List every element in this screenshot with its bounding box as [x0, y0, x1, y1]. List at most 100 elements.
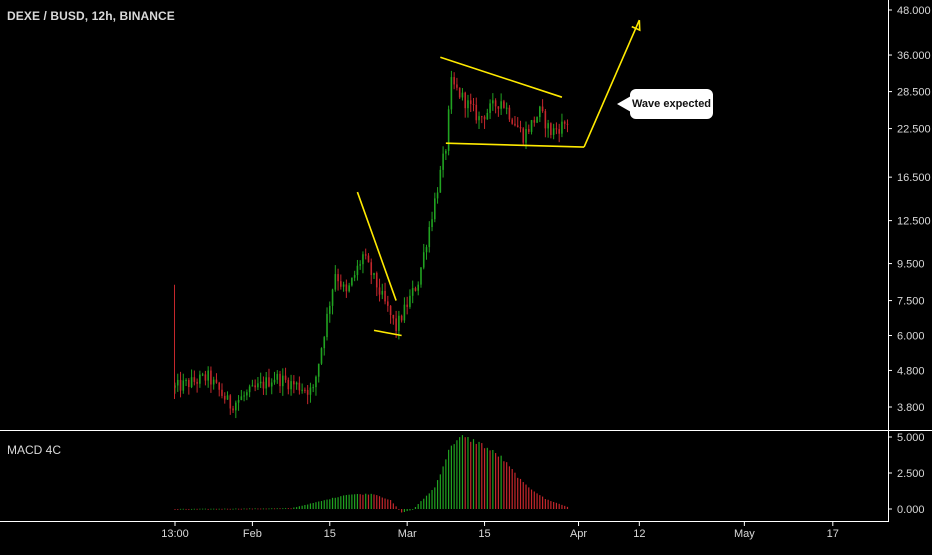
- candle: [541, 106, 544, 112]
- candle: [558, 129, 560, 134]
- candle: [561, 121, 563, 134]
- macd-bar: [279, 508, 281, 510]
- candle: [378, 287, 381, 295]
- time-tick-label: Feb: [243, 528, 262, 540]
- candle: [450, 77, 453, 110]
- candle: [563, 121, 566, 124]
- candle: [199, 374, 201, 384]
- macd-bar: [235, 508, 237, 510]
- macd-bar: [204, 508, 207, 510]
- pattern-line-flag-upper[interactable]: [440, 56, 563, 98]
- macd-bar: [483, 448, 486, 509]
- macd-bar: [221, 508, 223, 510]
- macd-bar: [210, 508, 212, 510]
- macd-bar: [249, 508, 251, 510]
- candle: [420, 267, 422, 285]
- price-tick-label: 48.000: [897, 5, 931, 17]
- candle: [196, 381, 198, 384]
- candle: [290, 381, 292, 390]
- macd-bar: [182, 508, 184, 510]
- macd-bar: [312, 502, 314, 509]
- pattern-line-flag-lower[interactable]: [445, 142, 585, 148]
- macd-bar: [273, 508, 276, 510]
- candle: [375, 273, 378, 288]
- callout-pointer: [617, 96, 631, 112]
- candle: [367, 255, 370, 263]
- candle: [215, 379, 218, 383]
- price-tick-label: 12.500: [897, 216, 931, 228]
- candle: [240, 396, 243, 401]
- candle: [342, 284, 345, 287]
- candle: [489, 103, 491, 113]
- pattern-line-projection[interactable]: [583, 19, 641, 148]
- candle: [185, 380, 187, 382]
- macd-bar: [539, 495, 541, 509]
- macd-indicator-label: MACD 4C: [7, 443, 62, 457]
- candle: [422, 252, 425, 268]
- macd-bar: [384, 498, 386, 509]
- wave-expected-callout[interactable]: Wave expected: [630, 89, 713, 119]
- macd-bar: [519, 478, 522, 509]
- macd-bar: [334, 497, 336, 509]
- macd-bar: [202, 508, 204, 510]
- macd-bar: [359, 494, 361, 509]
- macd-bar: [566, 506, 569, 509]
- candle: [268, 377, 270, 387]
- candle: [480, 116, 483, 118]
- macd-bar: [553, 502, 555, 509]
- candle: [494, 100, 497, 107]
- macd-bar: [282, 508, 284, 510]
- macd-bar: [436, 480, 439, 509]
- macd-bar: [179, 508, 182, 510]
- macd-bar: [323, 500, 325, 509]
- macd-bar: [481, 443, 483, 509]
- candle: [287, 379, 290, 390]
- macd-bar: [514, 472, 516, 509]
- macd-bar: [188, 508, 190, 510]
- macd-bar: [218, 508, 220, 510]
- candle: [525, 129, 527, 143]
- price-tick-label: 28.500: [897, 87, 931, 99]
- candle: [301, 389, 303, 391]
- macd-bar: [431, 489, 433, 509]
- candle: [409, 295, 411, 307]
- macd-bar: [354, 494, 356, 509]
- pattern-line-pennant-lower[interactable]: [373, 329, 402, 337]
- macd-bar: [174, 509, 176, 510]
- macd-bar: [403, 509, 406, 513]
- candle: [273, 379, 276, 383]
- macd-bar: [331, 497, 334, 509]
- candle: [392, 314, 395, 319]
- candle: [461, 92, 464, 98]
- macd-bar: [362, 494, 364, 509]
- macd-tick-label: 2.500: [897, 468, 925, 480]
- time-tick-label: 17: [827, 528, 839, 540]
- macd-bar: [213, 508, 215, 510]
- macd-bar: [409, 509, 411, 511]
- candle: [447, 109, 450, 151]
- time-tick-label: 13:00: [161, 528, 189, 540]
- candle: [176, 379, 179, 386]
- candle: [456, 84, 458, 88]
- candle: [251, 385, 254, 387]
- pattern-line-pennant-upper[interactable]: [356, 191, 397, 301]
- candle: [179, 379, 182, 391]
- candle: [497, 106, 500, 109]
- candle: [464, 92, 467, 109]
- candle: [486, 112, 489, 120]
- candle: [182, 380, 185, 391]
- chart-title: DEXE / BUSD, 12h, BINANCE: [7, 9, 175, 23]
- candle: [434, 198, 436, 220]
- macd-bar: [293, 507, 295, 509]
- candle: [298, 382, 301, 391]
- candle: [547, 123, 549, 129]
- candle: [483, 116, 486, 120]
- macd-bar: [373, 494, 375, 509]
- candle: [442, 153, 444, 170]
- candle: [500, 101, 502, 109]
- price-tick-label: 6.000: [897, 331, 925, 343]
- macd-bar: [262, 508, 265, 510]
- macd-bar: [530, 489, 533, 509]
